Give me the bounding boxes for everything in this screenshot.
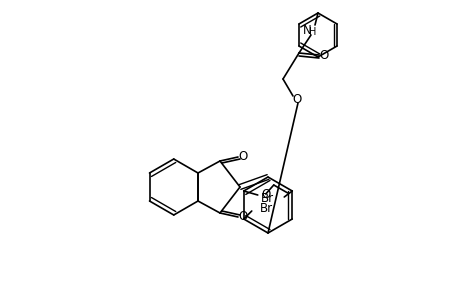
Text: H: H bbox=[308, 27, 316, 37]
Text: O: O bbox=[292, 92, 301, 106]
Text: O: O bbox=[319, 49, 328, 62]
Text: N: N bbox=[302, 23, 311, 37]
Text: O: O bbox=[238, 211, 247, 224]
Text: Br: Br bbox=[259, 202, 272, 215]
Text: O: O bbox=[238, 151, 247, 164]
Text: O: O bbox=[261, 188, 270, 202]
Text: Br: Br bbox=[261, 193, 274, 206]
